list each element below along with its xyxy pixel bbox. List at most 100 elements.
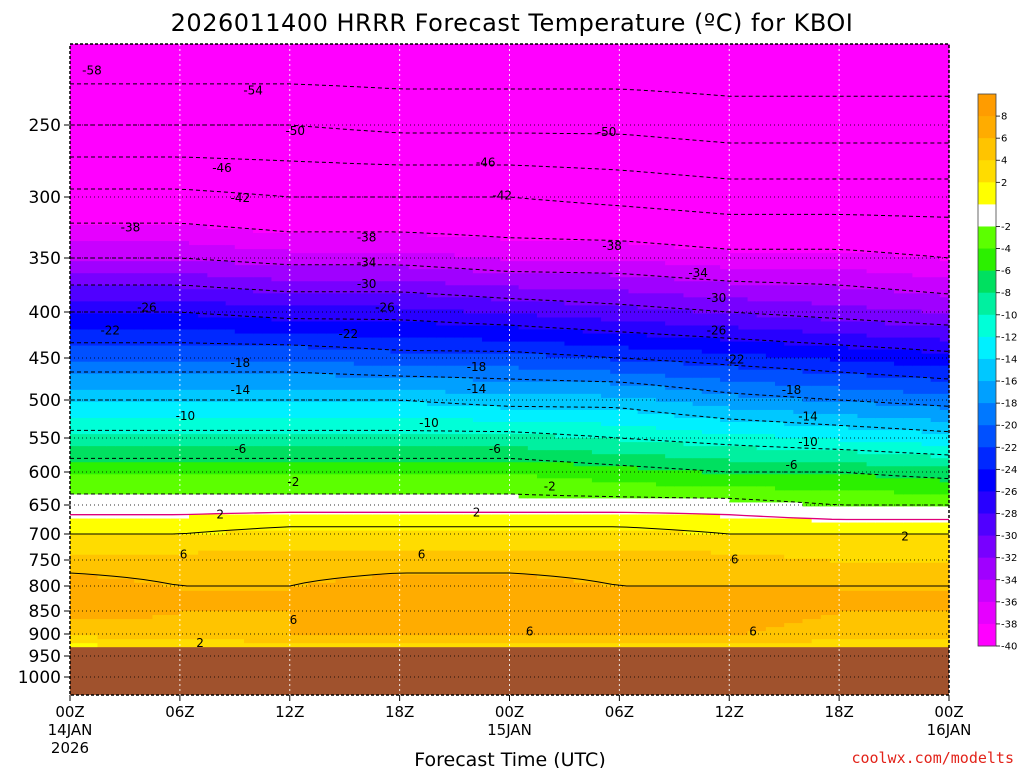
field-cell: [445, 462, 456, 475]
field-cell: [811, 474, 822, 491]
field-cell: [903, 506, 913, 524]
field-cell: [720, 498, 730, 520]
field-cell: [875, 321, 886, 339]
isotherm-label: -54: [243, 83, 263, 97]
field-cell: [491, 635, 501, 644]
field-cell: [729, 341, 740, 355]
field-cell: [839, 462, 849, 475]
field-cell: [70, 313, 80, 331]
field-cell: [88, 389, 99, 403]
field-cell: [857, 253, 868, 270]
field-cell: [775, 385, 785, 399]
field-cell: [884, 417, 895, 431]
field-cell: [591, 261, 602, 274]
field-cell: [573, 289, 584, 306]
isotherm-label: 6: [731, 552, 739, 566]
source-credit[interactable]: coolwx.com/modelts: [851, 749, 1014, 767]
field-cell: [546, 273, 556, 290]
field-cell: [372, 265, 382, 282]
field-cell: [628, 277, 639, 294]
field-cell: [88, 241, 99, 262]
field-cell: [115, 301, 126, 315]
field-cell: [546, 44, 556, 242]
field-cell: [234, 639, 245, 648]
field-cell: [106, 446, 117, 463]
field-cell: [454, 417, 465, 435]
field-cell: [317, 361, 327, 375]
field-cell: [930, 590, 941, 612]
field-cell: [326, 462, 337, 475]
field-cell: [784, 450, 794, 463]
field-cell: [509, 341, 520, 355]
field-cell: [536, 635, 547, 644]
field-cell: [88, 534, 99, 556]
field-cell: [527, 474, 538, 500]
field-cell: [79, 261, 89, 274]
field-cell: [344, 550, 355, 580]
field-cell: [564, 462, 575, 479]
field-cell: [445, 297, 456, 310]
field-cell: [463, 393, 474, 407]
field-cell: [610, 289, 620, 306]
field-cell: [839, 490, 849, 508]
field-cell: [161, 329, 172, 347]
field-cell: [491, 643, 501, 648]
field-cell: [775, 369, 785, 387]
field-cell: [454, 285, 465, 298]
field-cell: [903, 405, 913, 419]
field-cell: [500, 44, 511, 242]
field-cell: [243, 289, 254, 306]
field-cell: [225, 530, 236, 552]
field-cell: [738, 635, 749, 644]
field-cell: [912, 478, 923, 495]
field-cell: [399, 530, 410, 552]
field-cell: [884, 361, 895, 379]
field-cell: [628, 349, 639, 363]
field-cell: [335, 44, 346, 234]
field-cell: [610, 397, 620, 411]
field-cell: [536, 369, 547, 383]
field-cell: [573, 466, 584, 479]
field-cell: [930, 446, 941, 459]
field-cell: [70, 401, 80, 419]
field-cell: [701, 353, 712, 367]
field-cell: [738, 313, 749, 331]
field-cell: [829, 534, 840, 564]
field-cell: [372, 321, 382, 339]
field-cell: [225, 44, 236, 230]
field-cell: [243, 265, 254, 278]
field-cell: [152, 494, 163, 520]
field-cell: [839, 590, 849, 612]
field-cell: [848, 269, 859, 290]
field-cell: [88, 329, 99, 347]
field-cell: [793, 413, 804, 427]
field-cell: [765, 518, 776, 536]
field-cell: [271, 333, 282, 347]
field-cell: [97, 619, 108, 640]
field-cell: [793, 385, 804, 399]
field-cell: [253, 446, 263, 463]
field-cell: [848, 361, 859, 375]
field-cell: [344, 578, 355, 636]
field-cell: [482, 462, 492, 475]
colorbar-label: -6: [1001, 266, 1011, 277]
isotherm-label: 6: [180, 547, 188, 561]
field-cell: [134, 494, 144, 520]
field-cell: [903, 590, 913, 612]
field-cell: [930, 611, 941, 640]
field-cell: [198, 245, 208, 262]
field-cell: [372, 305, 382, 323]
field-cell: [610, 385, 620, 399]
field-cell: [326, 361, 337, 375]
field-cell: [820, 401, 831, 415]
field-cell: [811, 534, 822, 560]
field-cell: [262, 474, 273, 495]
field-cell: [280, 44, 291, 234]
field-cell: [170, 615, 181, 640]
field-cell: [866, 454, 877, 467]
field-cell: [289, 514, 300, 532]
field-cell: [857, 562, 868, 592]
field-cell: [161, 615, 172, 640]
field-cell: [518, 301, 529, 315]
colorbar-label: -16: [1001, 377, 1017, 388]
